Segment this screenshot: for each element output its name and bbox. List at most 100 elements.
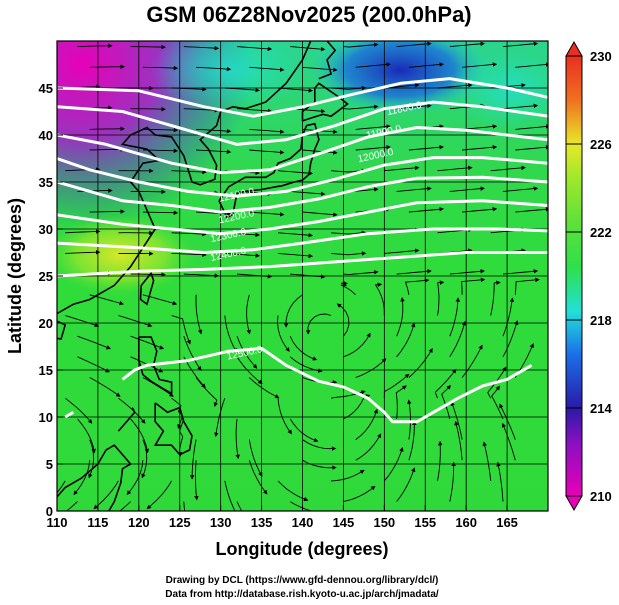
credit-data: Data from http://database.rish.kyoto-u.a… [165, 589, 439, 600]
coastline [318, 41, 337, 80]
contour-line [57, 251, 548, 278]
streamline [183, 45, 220, 51]
colorbar-min-arrow [565, 495, 583, 512]
streamline [331, 251, 367, 256]
streamline [130, 44, 166, 50]
contour-line [121, 346, 533, 424]
streamline [249, 149, 285, 155]
streamline [462, 124, 498, 130]
coastline [153, 402, 193, 456]
colorbar-tick-label: 218 [590, 313, 612, 328]
colorbar-max-arrow [565, 40, 583, 57]
streamline [336, 303, 350, 337]
streamline [236, 356, 263, 385]
streamline [384, 248, 420, 254]
streamline [77, 188, 113, 193]
streamline [449, 297, 461, 337]
streamline [331, 469, 365, 482]
streamline [340, 281, 356, 296]
y-tick-label: 10 [39, 410, 53, 425]
streamline [491, 385, 504, 420]
x-axis: 110 115 120 125 130 135 140 145 150 155 160 165 [47, 505, 518, 530]
streamline [283, 294, 303, 328]
colorbar-tick-label: 226 [590, 137, 612, 152]
streamline [183, 107, 220, 113]
streamline [515, 62, 548, 68]
streamline [194, 460, 199, 501]
x-tick-label: 140 [292, 515, 314, 530]
streamline [89, 126, 125, 132]
streamline [384, 82, 420, 89]
x-tick-label: 110 [47, 515, 68, 530]
streamline [302, 459, 337, 470]
streamline [183, 273, 220, 278]
streamline [343, 42, 379, 48]
streamline [502, 320, 519, 358]
streamline [65, 249, 101, 255]
streamline [236, 46, 273, 52]
streamline [248, 460, 268, 495]
streamline [183, 501, 186, 511]
streamline [248, 377, 280, 399]
streamline [305, 313, 332, 335]
streamline [396, 322, 416, 358]
warm-band-shading [57, 215, 195, 295]
colorbar-tick-label: 214 [590, 401, 612, 416]
streamline [502, 269, 539, 275]
streamline [171, 252, 207, 257]
streamline [449, 41, 485, 48]
streamline [408, 207, 444, 213]
streamline [77, 356, 111, 373]
plot-area: 11800.011900.012000.012100.012200.012300… [57, 41, 548, 511]
y-tick-label: 25 [39, 269, 53, 284]
streamline [499, 403, 516, 440]
streamline [408, 348, 433, 378]
contour-line [57, 100, 548, 146]
streamline [89, 209, 125, 214]
x-tick-label: 125 [169, 515, 191, 530]
streamline [302, 66, 338, 72]
streamline [65, 229, 101, 234]
streamline [246, 294, 251, 335]
colorbar-tick-label: 230 [590, 49, 612, 64]
streamline [224, 315, 237, 353]
streamline [277, 252, 314, 259]
y-tick-label: 40 [39, 128, 53, 143]
streamline [171, 315, 191, 345]
streamline [130, 106, 166, 112]
x-tick-label: 155 [414, 515, 436, 530]
streamline [404, 278, 430, 295]
streamline [343, 104, 379, 110]
streamline [183, 336, 202, 371]
colorbar-scale [565, 55, 583, 497]
x-tick-label: 115 [87, 515, 108, 530]
streamline [515, 207, 548, 213]
contour-line [57, 156, 548, 198]
streamline [249, 128, 285, 134]
height-contours [57, 77, 548, 424]
streamline [407, 399, 412, 440]
streamline [502, 186, 539, 192]
x-tick-label: 165 [496, 515, 518, 530]
streamline [434, 368, 457, 399]
y-tick-label: 0 [46, 504, 53, 519]
streamline [195, 294, 203, 335]
streamline [126, 460, 144, 496]
contour-line [57, 175, 548, 214]
streamline [437, 280, 445, 316]
streamline [65, 501, 78, 511]
streamline [302, 439, 337, 451]
contour-line [57, 126, 548, 175]
streamline [277, 232, 314, 238]
streamline [196, 66, 232, 72]
streamline [501, 422, 516, 461]
streamline [236, 336, 258, 369]
streamline [171, 397, 184, 429]
y-tick-label: 5 [46, 457, 53, 472]
streamline [130, 272, 166, 277]
streamline [462, 62, 498, 68]
streamline [496, 461, 504, 502]
streamline [141, 439, 148, 479]
streamline [130, 418, 150, 454]
